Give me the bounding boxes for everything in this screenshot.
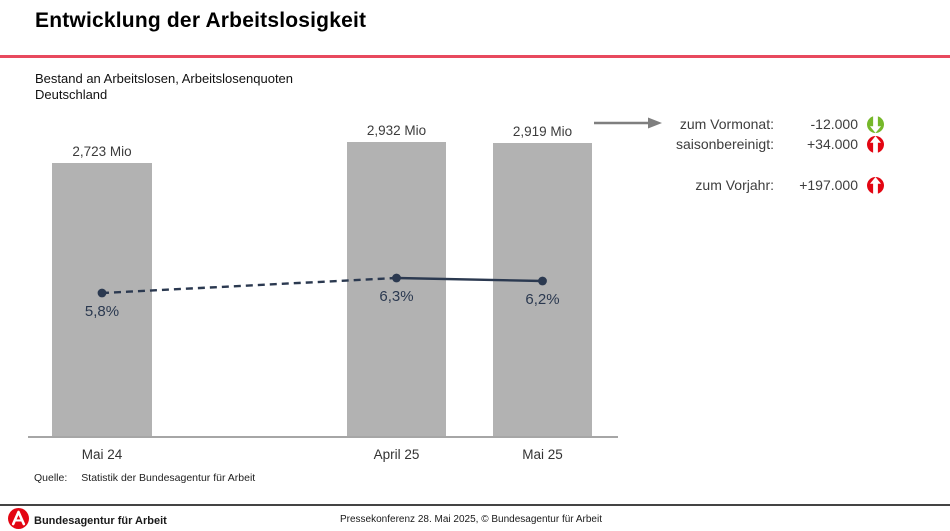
x-tick-april25: April 25 <box>373 447 420 462</box>
x-tick-mai24: Mai 24 <box>81 447 123 462</box>
arrow-down-circle-icon <box>858 115 885 133</box>
bar-value-label: 2,919 Mio <box>512 124 573 139</box>
arrow-up-circle-icon <box>858 135 885 153</box>
stat-row-vorjahr: zum Vorjahr: +197.000 <box>640 175 886 195</box>
footer-brand: Bundesagentur für Arbeit <box>8 508 167 531</box>
stat-label: saisonbereinigt: <box>675 136 774 152</box>
ba-logo-icon <box>8 508 29 531</box>
footer-brand-label: Bundesagentur für Arbeit <box>34 515 167 527</box>
rate-label-mai24: 5,8% <box>84 303 120 320</box>
stat-value: -12.000 <box>810 116 858 132</box>
source-label: Quelle: <box>34 472 68 484</box>
stat-label: zum Vorjahr: <box>695 177 774 193</box>
stat-value: +34.000 <box>807 136 858 152</box>
rate-label-april25: 6,3% <box>379 288 414 305</box>
footer-note: Pressekonferenz 28. Mai 2025, © Bundesag… <box>340 514 602 525</box>
x-tick-mai25: Mai 25 <box>522 447 563 462</box>
stats-panel: zum Vormonat: -12.000 saisonbereinigt: +… <box>640 114 886 195</box>
stat-value: +197.000 <box>799 177 858 193</box>
x-axis-line <box>28 436 618 438</box>
bar-column-april25: 2,932 Mio <box>347 123 446 437</box>
bar-mai25 <box>493 143 592 437</box>
arrow-up-circle-icon <box>858 176 885 194</box>
title-divider <box>0 55 950 58</box>
stat-label: zum Vormonat: <box>679 116 774 132</box>
page-title: Entwicklung der Arbeitslosigkeit <box>35 9 367 32</box>
rate-label-mai25: 6,2% <box>525 291 560 308</box>
bar-value-label: 2,723 Mio <box>72 144 132 159</box>
footer-divider <box>0 504 950 506</box>
subtitle-line2: Deutschland <box>35 87 108 102</box>
subtitle-line1: Bestand an Arbeitslosen, Arbeitslosenquo… <box>35 71 294 86</box>
stat-row-vormonat: zum Vormonat: -12.000 <box>640 114 886 134</box>
stat-row-saisonbereinigt: saisonbereinigt: +34.000 <box>640 134 886 154</box>
bar-column-mai24: 2,723 Mio <box>52 144 152 437</box>
bar-column-mai25: 2,919 Mio <box>493 124 592 437</box>
chart-subtitle: Bestand an Arbeitslosen, Arbeitslosenquo… <box>35 71 293 103</box>
bar-value-label: 2,932 Mio <box>366 123 427 138</box>
source-text: Statistik der Bundesagentur für Arbeit <box>81 472 256 484</box>
bar-mai24 <box>52 163 152 437</box>
source-note: Quelle: Statistik der Bundesagentur für A… <box>34 472 255 484</box>
